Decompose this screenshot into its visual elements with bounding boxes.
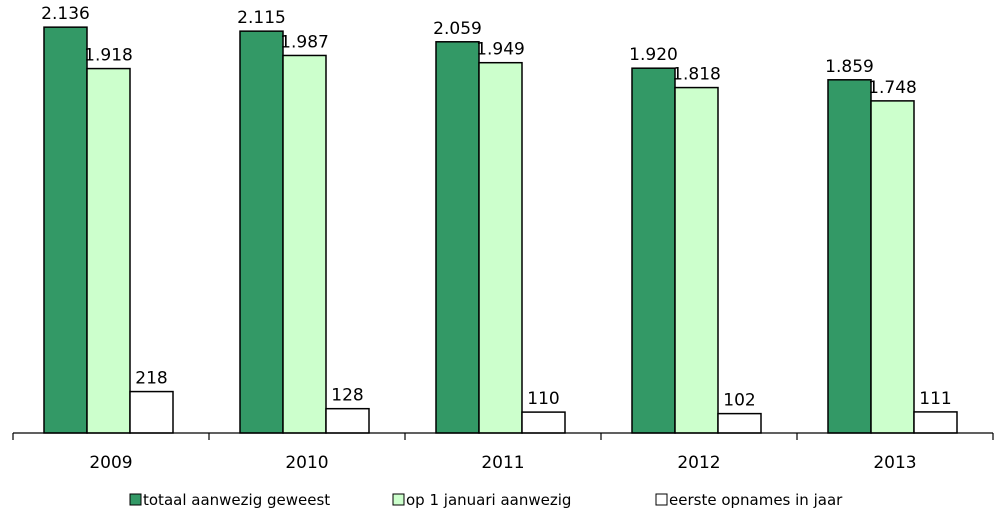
bar-2010-series-2: [282, 54, 327, 434]
x-tick-label-2009: 2009: [89, 453, 132, 473]
x-tick-label-2011: 2011: [481, 453, 524, 473]
bar-2011-series-2: [478, 61, 523, 434]
legend-swatch-series-2: [392, 493, 405, 506]
legend-swatch-series-1: [129, 493, 142, 506]
bar-2010-series-1: [239, 30, 284, 434]
data-label-2013-series-2: 1.748: [868, 78, 917, 98]
x-tick-label-2013: 2013: [873, 453, 916, 473]
x-ticks-group: 2009 2010 2011 2012 2013: [12, 433, 994, 473]
legend-label-series-1: totaal aanwezig geweest: [143, 491, 330, 509]
data-label-2010-series-3: 128: [331, 386, 363, 406]
data-label-2011-series-2: 1.949: [476, 40, 525, 60]
x-tick-label-2012: 2012: [677, 453, 720, 473]
data-label-2012-series-3: 102: [723, 391, 755, 411]
bar-2010-series-3: [325, 407, 370, 434]
legend: totaal aanwezig geweest op 1 januari aanw…: [129, 491, 843, 509]
bar-2013-series-1: [827, 79, 872, 434]
data-label-2012-series-2: 1.818: [672, 65, 721, 85]
bar-2012-series-1: [631, 67, 676, 434]
legend-swatch-series-3: [655, 493, 668, 506]
x-tick-label-2010: 2010: [285, 453, 328, 473]
bar-2011-series-3: [521, 411, 566, 434]
data-label-2011-series-1: 2.059: [433, 19, 482, 39]
legend-label-series-2: op 1 januari aanwezig: [406, 491, 571, 509]
bar-2012-series-3: [717, 412, 762, 434]
legend-label-series-3: eerste opnames in jaar: [669, 491, 843, 509]
data-label-2012-series-1: 1.920: [629, 45, 678, 65]
data-label-2009-series-1: 2.136: [41, 4, 90, 24]
bar-2011-series-1: [435, 41, 480, 434]
bar-2009-series-1: [43, 26, 88, 434]
data-label-2011-series-3: 110: [527, 389, 559, 409]
bars-group: [43, 26, 958, 434]
data-label-2013-series-3: 111: [919, 389, 951, 409]
data-label-2009-series-3: 218: [135, 369, 167, 389]
data-label-2009-series-2: 1.918: [84, 46, 133, 66]
bar-2013-series-2: [870, 100, 915, 434]
data-label-2013-series-1: 1.859: [825, 57, 874, 77]
bar-2009-series-2: [86, 67, 131, 434]
data-label-2010-series-1: 2.115: [237, 8, 286, 28]
bar-2009-series-3: [129, 390, 174, 434]
bar-2012-series-2: [674, 86, 719, 434]
data-label-2010-series-2: 1.987: [280, 32, 329, 52]
bar-2013-series-3: [913, 411, 958, 434]
